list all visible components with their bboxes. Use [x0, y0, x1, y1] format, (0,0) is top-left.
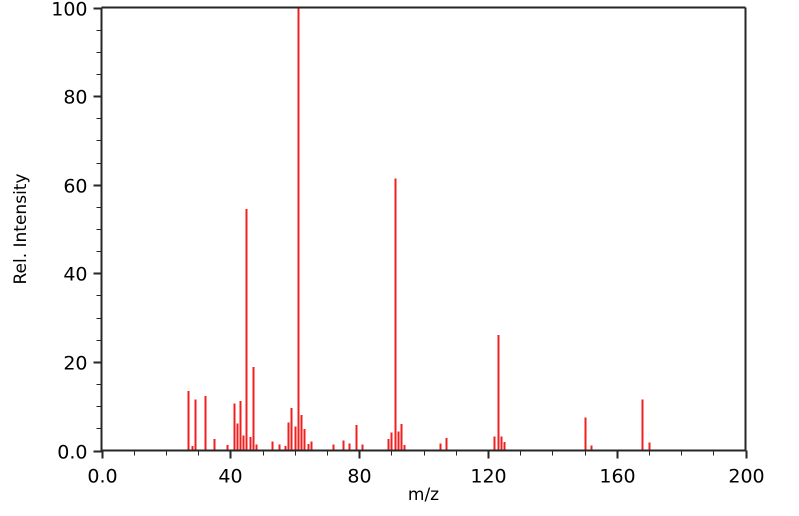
axis-labels-group: 0.0 40 80 120 160 200 0.0 20 40 60 80 100 m/z Rel. In… — [11, 0, 765, 505]
plot-spines — [100, 7, 747, 452]
y-tick-label: 80 — [63, 87, 87, 109]
x-tick-label: 120 — [470, 466, 506, 488]
x-tick-label: 40 — [218, 466, 242, 488]
axes-group — [93, 6, 748, 459]
x-axis-title: m/z — [408, 485, 439, 505]
x-tick-label: 0.0 — [87, 466, 117, 488]
x-tick-label: 200 — [728, 466, 764, 488]
x-tick-label: 160 — [599, 466, 635, 488]
x-tick-label: 80 — [347, 466, 371, 488]
peak-series — [187, 7, 651, 451]
y-tick-label: 20 — [63, 353, 87, 375]
y-tick-label: 100 — [51, 0, 87, 21]
y-axis-title: Rel. Intensity — [11, 173, 31, 284]
y-tick-label: 0.0 — [57, 442, 87, 464]
y-tick-label: 60 — [63, 176, 87, 198]
y-tick-label: 40 — [63, 264, 87, 286]
